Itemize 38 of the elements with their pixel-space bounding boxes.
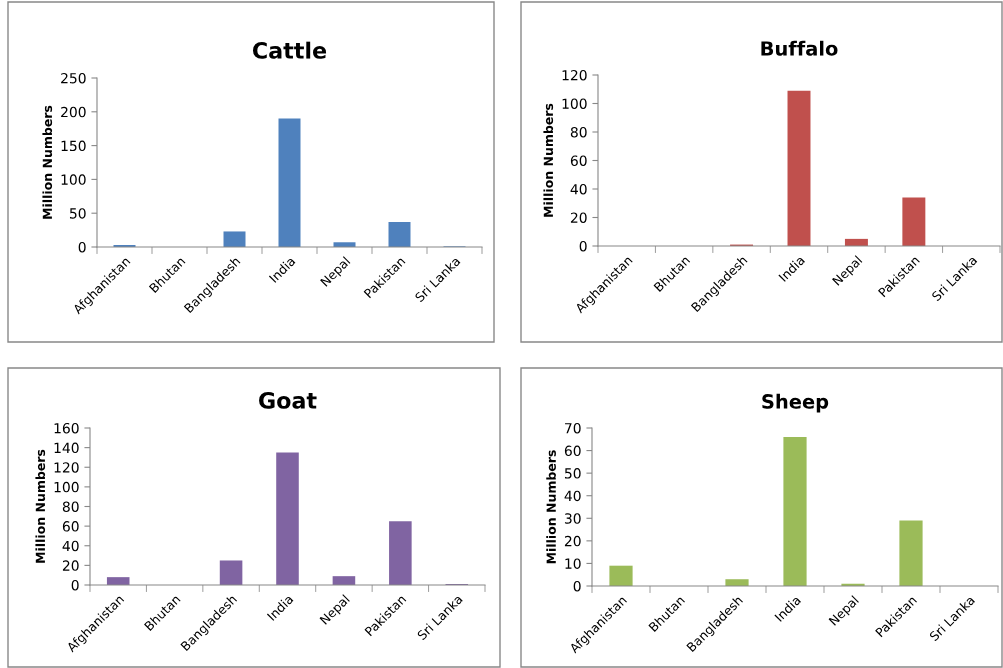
y-axis-title: Million Numbers (35, 449, 46, 563)
chart-title: Goat (259, 392, 317, 409)
chart-title: Buffalo (761, 40, 838, 56)
chart-title: Cattle (252, 41, 327, 59)
y-tick-label: 150 (61, 140, 86, 152)
y-tick-label: 100 (562, 98, 587, 109)
y-tick-label: 250 (61, 72, 86, 84)
y-tick-label: 120 (54, 462, 79, 473)
y-tick-label: 0 (71, 579, 79, 591)
y-tick-label: 0 (573, 580, 581, 592)
y-axis-title: Million Numbers (543, 103, 554, 217)
y-tick-label: 20 (570, 212, 587, 223)
y-tick-label: 160 (54, 422, 79, 434)
y-tick-label: 140 (54, 442, 79, 454)
y-tick-label: 100 (61, 174, 86, 185)
y-tick-label: 10 (565, 558, 581, 569)
y-tick-label: 20 (564, 535, 581, 547)
y-tick-label: 20 (62, 560, 79, 571)
y-tick-label: 50 (564, 468, 581, 479)
y-tick-label: 60 (564, 445, 581, 457)
y-tick-label: 70 (565, 422, 581, 434)
y-axis-title: Million Numbers (42, 105, 53, 219)
y-tick-label: 50 (69, 208, 86, 219)
chart-title: Sheep (762, 393, 829, 413)
y-axis-title: Million Numbers (546, 450, 556, 564)
y-tick-label: 0 (78, 241, 86, 253)
y-tick-label: 80 (62, 501, 79, 512)
y-tick-label: 200 (61, 106, 86, 118)
y-tick-label: 40 (564, 490, 581, 502)
y-tick-label: 120 (562, 69, 587, 81)
y-tick-label: 40 (570, 183, 587, 195)
y-tick-label: 60 (62, 521, 79, 532)
y-tick-label: 40 (62, 540, 79, 552)
y-tick-label: 100 (54, 481, 79, 493)
y-tick-label: 0 (579, 240, 587, 252)
y-tick-label: 60 (570, 155, 587, 166)
y-tick-label: 30 (564, 513, 581, 524)
y-tick-label: 80 (570, 126, 587, 138)
